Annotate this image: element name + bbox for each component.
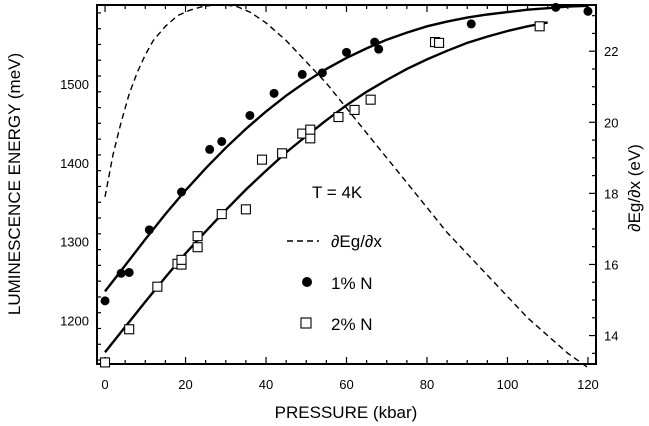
data-point-1pct: [116, 268, 126, 278]
data-point-1pct: [217, 136, 227, 146]
data-point-2pct: [240, 204, 251, 215]
data-point-1pct: [374, 44, 384, 54]
derivative-dashed-curve: [104, 4, 589, 369]
data-point-1pct: [269, 88, 279, 98]
tick-labels: 0 20 40 60 80 100 120 1200 1300 1400 1500 14 16 18 20 2…: [60, 44, 618, 392]
data-point-2pct: [305, 133, 316, 144]
y-tick-label: 1300: [60, 235, 89, 250]
annotation-temperature: T = 4K: [312, 183, 363, 202]
y2-tick-label: 16: [604, 257, 618, 272]
y-tick-label: 1500: [60, 77, 89, 92]
legend: T = 4K ∂Eg/∂x 1% N 2% N: [287, 183, 382, 334]
y2-axis-title: ∂Eg/∂x (eV): [625, 144, 644, 232]
data-point-2pct: [277, 148, 288, 159]
x-tick-label: 20: [178, 377, 192, 392]
x-tick-label: 60: [339, 377, 353, 392]
data-point-2pct: [305, 124, 316, 135]
markers: [99, 2, 593, 368]
data-point-1pct: [245, 110, 255, 120]
data-point-1pct: [583, 6, 593, 16]
data-point-2pct: [124, 324, 135, 335]
data-point-1pct: [342, 47, 351, 57]
data-point-1pct: [317, 68, 327, 78]
x-tick-label: 120: [577, 377, 599, 392]
data-point-1pct: [297, 69, 307, 79]
y-axis-title: LUMINESCENCE ENERGY (meV): [5, 53, 24, 315]
y-tick-label: 1200: [60, 314, 89, 329]
x-axis-title: PRESSURE (kbar): [275, 403, 418, 422]
y2-tick-label: 20: [604, 115, 618, 130]
y2-tick-label: 14: [604, 329, 618, 344]
x-tick-label: 0: [101, 377, 108, 392]
y-tick-label: 1400: [60, 156, 89, 171]
legend-marker-2pct: [300, 317, 312, 329]
legend-label-2pct: 2% N: [331, 315, 373, 334]
data-point-2pct: [176, 254, 187, 265]
data-point-2pct: [152, 281, 163, 292]
data-point-1pct: [144, 225, 154, 235]
data-point-2pct: [192, 231, 203, 242]
data-point-1pct: [100, 296, 110, 306]
data-point-1pct: [205, 144, 215, 154]
x-tick-label: 40: [259, 377, 273, 392]
x-tick-label: 80: [420, 377, 434, 392]
y2-tick-label: 22: [604, 44, 618, 59]
data-point-2pct: [333, 111, 344, 123]
data-point-1pct: [551, 2, 561, 12]
data-point-1pct: [124, 267, 134, 277]
data-point-2pct: [534, 21, 545, 32]
legend-label-derivative: ∂Eg/∂x: [331, 232, 382, 251]
data-point-2pct: [365, 94, 376, 105]
ticks: [97, 5, 596, 364]
data-point-2pct: [349, 104, 360, 115]
legend-marker-1pct: [302, 277, 312, 287]
y2-tick-label: 18: [604, 186, 618, 201]
legend-label-1pct: 1% N: [331, 274, 373, 293]
data-point-2pct: [192, 242, 203, 253]
data-point-1pct: [466, 19, 476, 29]
data-point-2pct: [256, 154, 268, 165]
data-point-1pct: [177, 187, 187, 197]
data-point-2pct: [99, 357, 111, 368]
data-point-2pct: [434, 37, 445, 48]
x-tick-label: 100: [497, 377, 519, 392]
data-point-1pct: [370, 37, 380, 47]
data-point-2pct: [216, 209, 227, 220]
